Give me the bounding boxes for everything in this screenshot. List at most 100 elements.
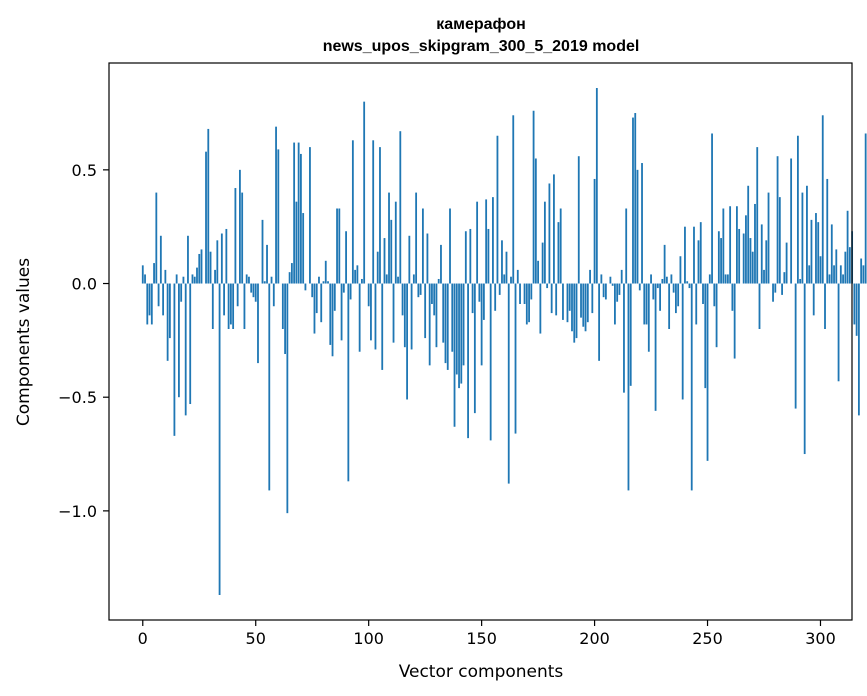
bar-185: [559, 208, 562, 284]
bar-149: [478, 283, 481, 302]
bar-24: [196, 267, 198, 284]
bar-116: [403, 283, 406, 348]
bar-23: [193, 276, 196, 284]
bar-72: [304, 283, 307, 291]
bar-191: [573, 283, 576, 343]
bar-263: [736, 206, 738, 284]
bar-190: [571, 283, 573, 332]
bar-163: [510, 276, 512, 284]
bar-109: [388, 192, 390, 284]
bar-192: [575, 283, 578, 339]
bar-21: [189, 283, 192, 405]
bar-210: [616, 283, 619, 302]
bar-142: [462, 283, 465, 366]
y-tick-label: 0.5: [72, 161, 97, 180]
bar-141: [460, 283, 463, 384]
bar-241: [686, 281, 689, 284]
bar-282: [778, 197, 781, 284]
bar-228: [656, 283, 659, 289]
bar-200: [593, 178, 596, 284]
bar-75: [311, 283, 314, 298]
bar-90: [345, 231, 347, 284]
bar-56: [268, 283, 271, 491]
bar-172: [530, 283, 533, 300]
bar-261: [731, 283, 734, 311]
bar-183: [555, 283, 558, 316]
bar-280: [774, 283, 777, 293]
bar-92: [349, 283, 352, 300]
bar-31: [211, 283, 214, 329]
bar-184: [557, 222, 560, 284]
bar-181: [550, 283, 553, 314]
bar-307: [835, 249, 838, 284]
bar-262: [733, 283, 736, 359]
bar-301: [821, 115, 824, 284]
bar-219: [636, 169, 639, 284]
bar-82: [327, 281, 329, 284]
bar-55: [266, 244, 268, 284]
bar-80: [322, 281, 325, 284]
bar-133: [442, 283, 445, 343]
y-axis-ticks: 0.5 0.0 −0.5 −1.0: [58, 161, 109, 521]
bar-11: [166, 283, 169, 361]
bar-9: [162, 283, 165, 316]
bar-66: [290, 263, 293, 284]
bar-186: [562, 283, 564, 320]
bar-63: [284, 283, 286, 355]
bar-244: [693, 226, 695, 284]
bar-147: [473, 283, 476, 414]
bar-49: [252, 283, 255, 298]
bar-155: [492, 197, 494, 284]
bar-148: [476, 201, 479, 284]
bar-137: [451, 283, 454, 352]
bar-98: [363, 101, 366, 284]
bar-169: [523, 283, 526, 304]
bar-139: [455, 283, 458, 375]
bar-28: [205, 151, 207, 284]
bar-88: [340, 283, 343, 341]
bar-7: [157, 283, 160, 307]
bar-138: [453, 283, 456, 427]
x-axis-label: Vector components: [399, 662, 564, 682]
bar-214: [625, 208, 628, 284]
bar-127: [428, 283, 431, 366]
bar-153: [487, 228, 490, 284]
bar-291: [799, 278, 802, 284]
bar-151: [482, 283, 485, 320]
chart-subtitle: news_upos_skipgram_300_5_2019 model: [323, 38, 640, 55]
bar-259: [726, 274, 729, 284]
bar-85: [333, 283, 336, 311]
bar-310: [842, 274, 844, 284]
bar-277: [767, 192, 770, 284]
bar-217: [632, 117, 634, 284]
bar-44: [241, 192, 244, 284]
bar-122: [417, 283, 420, 298]
bars-group: [141, 88, 867, 595]
bar-136: [449, 208, 451, 284]
bar-174: [534, 158, 537, 284]
bar-225: [650, 274, 652, 284]
bar-162: [507, 283, 510, 484]
bar-30: [209, 251, 212, 284]
bar-311: [844, 251, 847, 284]
bar-319: [862, 265, 865, 284]
bar-188: [566, 283, 569, 323]
bar-57: [270, 276, 273, 284]
bar-249: [704, 283, 707, 389]
y-axis-label: Components values: [14, 258, 34, 426]
bar-178: [543, 201, 546, 284]
bar-255: [717, 231, 720, 284]
bar-284: [783, 272, 786, 284]
bar-224: [647, 283, 650, 352]
bar-250: [706, 283, 709, 461]
bar-50: [254, 283, 257, 302]
bar-64: [286, 283, 289, 514]
bar-242: [688, 283, 691, 289]
bar-71: [302, 213, 305, 284]
bar-42: [236, 283, 239, 307]
bar-281: [776, 156, 779, 284]
bar-294: [806, 185, 808, 284]
bar-293: [803, 283, 806, 455]
bar-257: [722, 208, 725, 284]
bar-290: [796, 135, 799, 284]
